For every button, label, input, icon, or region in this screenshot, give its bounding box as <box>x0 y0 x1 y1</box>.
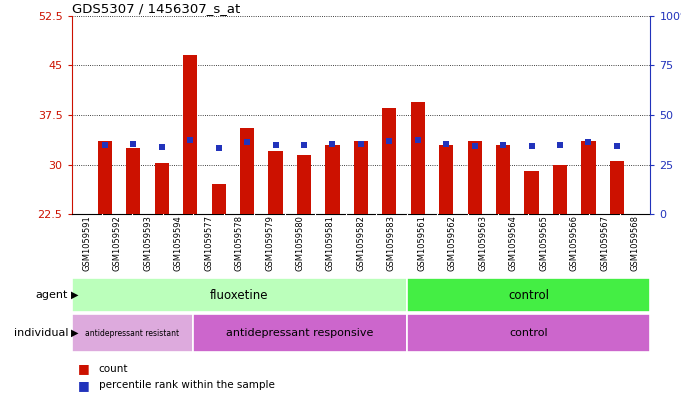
Bar <box>553 165 567 214</box>
Bar <box>193 314 407 352</box>
Bar <box>468 141 482 214</box>
Text: GSM1059593: GSM1059593 <box>143 215 152 271</box>
Bar <box>326 145 340 214</box>
Bar <box>496 145 510 214</box>
Bar <box>407 278 650 312</box>
Bar <box>382 108 396 214</box>
Text: ▶: ▶ <box>71 290 78 300</box>
Text: control: control <box>509 328 548 338</box>
Text: GSM1059568: GSM1059568 <box>631 215 639 272</box>
Text: GSM1059565: GSM1059565 <box>539 215 548 271</box>
Text: GSM1059591: GSM1059591 <box>82 215 91 271</box>
Text: GDS5307 / 1456307_s_at: GDS5307 / 1456307_s_at <box>72 2 240 15</box>
Text: ■: ■ <box>78 362 90 375</box>
Text: GSM1059583: GSM1059583 <box>387 215 396 272</box>
Bar <box>524 171 539 214</box>
Bar <box>582 141 596 214</box>
Text: GSM1059566: GSM1059566 <box>570 215 579 272</box>
Text: GSM1059581: GSM1059581 <box>326 215 335 271</box>
Text: GSM1059563: GSM1059563 <box>478 215 488 272</box>
Text: GSM1059562: GSM1059562 <box>448 215 457 271</box>
Text: count: count <box>99 364 128 374</box>
Text: GSM1059578: GSM1059578 <box>234 215 244 272</box>
Text: individual: individual <box>14 328 68 338</box>
Bar <box>72 278 407 312</box>
Bar <box>155 163 169 214</box>
Text: GSM1059577: GSM1059577 <box>204 215 213 272</box>
Text: control: control <box>508 288 549 302</box>
Text: GSM1059592: GSM1059592 <box>112 215 122 271</box>
Text: agent: agent <box>35 290 68 300</box>
Bar <box>126 148 140 214</box>
Bar <box>212 184 226 214</box>
Text: antidepressant resistant: antidepressant resistant <box>85 329 180 338</box>
Text: GSM1059567: GSM1059567 <box>600 215 609 272</box>
Bar <box>297 155 311 214</box>
Bar <box>609 161 624 214</box>
Bar <box>268 151 283 214</box>
Bar <box>411 102 425 214</box>
Text: ▶: ▶ <box>71 328 78 338</box>
Text: percentile rank within the sample: percentile rank within the sample <box>99 380 274 390</box>
Text: GSM1059582: GSM1059582 <box>356 215 366 271</box>
Text: GSM1059561: GSM1059561 <box>417 215 426 271</box>
Bar <box>183 55 197 214</box>
Text: GSM1059564: GSM1059564 <box>509 215 518 271</box>
Text: fluoxetine: fluoxetine <box>210 288 268 302</box>
Text: GSM1059579: GSM1059579 <box>265 215 274 271</box>
Bar <box>98 141 112 214</box>
Bar <box>72 314 193 352</box>
Bar <box>354 141 368 214</box>
Text: antidepressant responsive: antidepressant responsive <box>226 328 374 338</box>
Bar <box>407 314 650 352</box>
Text: GSM1059580: GSM1059580 <box>296 215 304 271</box>
Text: GSM1059594: GSM1059594 <box>174 215 183 271</box>
Bar <box>439 145 454 214</box>
Bar <box>240 128 254 214</box>
Text: ■: ■ <box>78 378 90 392</box>
